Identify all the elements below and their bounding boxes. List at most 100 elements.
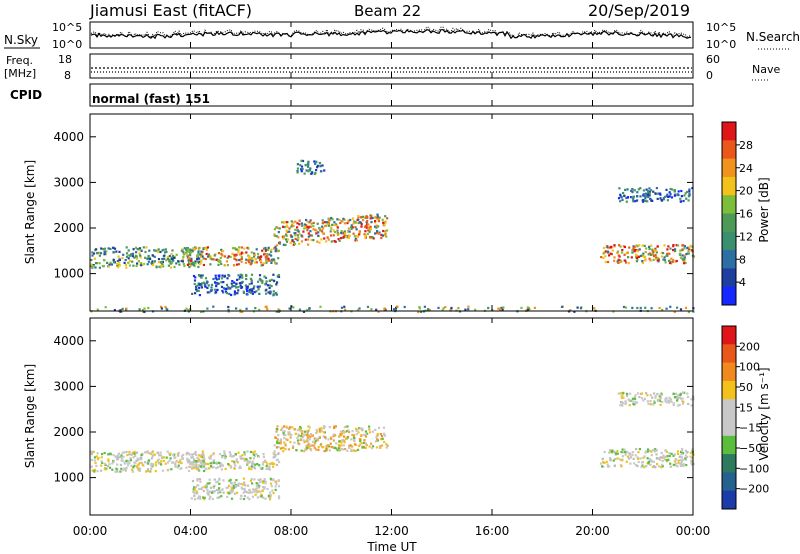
data-cell bbox=[652, 255, 656, 258]
data-cell bbox=[257, 255, 260, 258]
data-cell bbox=[243, 457, 246, 460]
data-cell bbox=[356, 218, 359, 221]
data-cell bbox=[346, 430, 349, 433]
data-cell bbox=[625, 261, 628, 264]
data-cell bbox=[635, 464, 638, 467]
data-cell bbox=[199, 255, 203, 258]
data-cell bbox=[685, 464, 688, 467]
y-tick-label: 3000 bbox=[53, 379, 84, 393]
data-cell bbox=[143, 307, 146, 310]
data-cell bbox=[662, 454, 665, 457]
data-cell bbox=[320, 427, 323, 430]
data-cell bbox=[285, 233, 288, 236]
data-cell bbox=[381, 234, 384, 237]
data-cell bbox=[172, 254, 175, 258]
data-cell bbox=[212, 258, 215, 261]
data-cell bbox=[665, 254, 668, 257]
data-cell bbox=[168, 254, 171, 258]
power-scatter bbox=[90, 159, 696, 314]
data-cell bbox=[172, 259, 175, 262]
data-cell bbox=[303, 433, 306, 436]
data-cell bbox=[650, 199, 653, 202]
data-cell bbox=[384, 230, 387, 233]
data-cell bbox=[669, 465, 672, 468]
data-cell bbox=[196, 497, 199, 500]
data-cell bbox=[125, 450, 128, 454]
data-cell bbox=[298, 233, 301, 236]
data-cell bbox=[222, 249, 225, 253]
data-cell bbox=[686, 395, 690, 398]
data-cell bbox=[368, 226, 371, 229]
data-cell bbox=[274, 250, 277, 253]
data-cell bbox=[137, 469, 140, 472]
data-cell bbox=[669, 398, 672, 401]
data-cell bbox=[326, 236, 329, 239]
data-cell bbox=[639, 254, 642, 257]
nsearch-tick-high: 10^5 bbox=[706, 21, 736, 34]
data-cell bbox=[206, 281, 209, 284]
data-cell bbox=[211, 460, 214, 463]
data-cell bbox=[369, 235, 372, 239]
data-cell bbox=[139, 457, 142, 460]
data-cell bbox=[603, 461, 606, 464]
data-cell bbox=[90, 452, 93, 456]
data-cell bbox=[319, 165, 322, 168]
data-cell bbox=[338, 449, 341, 452]
data-cell bbox=[678, 462, 681, 465]
colorbar-frame bbox=[721, 325, 737, 510]
data-cell bbox=[365, 226, 368, 229]
data-cell bbox=[274, 245, 277, 248]
data-cell bbox=[344, 232, 347, 235]
data-cell bbox=[579, 307, 583, 310]
data-cell bbox=[669, 193, 672, 196]
data-cell bbox=[632, 200, 635, 203]
data-cell bbox=[159, 451, 162, 454]
data-cell bbox=[678, 455, 681, 458]
data-cell bbox=[272, 465, 275, 468]
data-cell bbox=[644, 451, 647, 454]
data-cell bbox=[316, 439, 319, 442]
data-cell bbox=[255, 290, 258, 293]
data-cell bbox=[364, 433, 368, 436]
data-cell bbox=[333, 426, 336, 430]
data-cell bbox=[616, 250, 620, 253]
data-cell bbox=[121, 307, 124, 310]
data-cell bbox=[241, 274, 244, 277]
data-cell bbox=[633, 397, 636, 400]
data-cell bbox=[377, 225, 380, 228]
data-cell bbox=[228, 451, 231, 454]
data-cell bbox=[331, 218, 334, 221]
data-cell bbox=[200, 252, 204, 256]
data-cell bbox=[357, 221, 360, 225]
data-cell bbox=[211, 490, 214, 493]
data-cell bbox=[239, 275, 242, 278]
data-cell bbox=[124, 263, 127, 266]
cpid-value: normal (fast) 151 bbox=[92, 92, 210, 106]
data-cell bbox=[682, 464, 685, 468]
data-cell bbox=[238, 259, 241, 262]
data-cell bbox=[656, 197, 659, 200]
data-cell bbox=[180, 455, 184, 458]
data-cell bbox=[318, 436, 322, 439]
data-cell bbox=[265, 464, 268, 468]
data-cell bbox=[381, 218, 384, 221]
data-cell bbox=[296, 436, 299, 439]
data-cell bbox=[653, 400, 656, 403]
data-cell bbox=[604, 261, 607, 264]
data-cell bbox=[264, 480, 267, 483]
data-cell bbox=[200, 455, 203, 458]
data-cell bbox=[621, 404, 624, 407]
data-cell bbox=[252, 462, 255, 465]
data-cell bbox=[277, 434, 280, 437]
data-cell bbox=[627, 262, 630, 265]
data-cell bbox=[261, 281, 264, 284]
data-cell bbox=[307, 235, 310, 238]
data-cell bbox=[652, 403, 655, 406]
data-cell bbox=[195, 288, 198, 291]
data-cell bbox=[602, 461, 605, 464]
data-cell bbox=[322, 232, 325, 235]
data-cell bbox=[197, 260, 200, 263]
data-cell bbox=[645, 195, 648, 198]
data-cell bbox=[269, 290, 272, 293]
data-cell bbox=[353, 235, 356, 238]
